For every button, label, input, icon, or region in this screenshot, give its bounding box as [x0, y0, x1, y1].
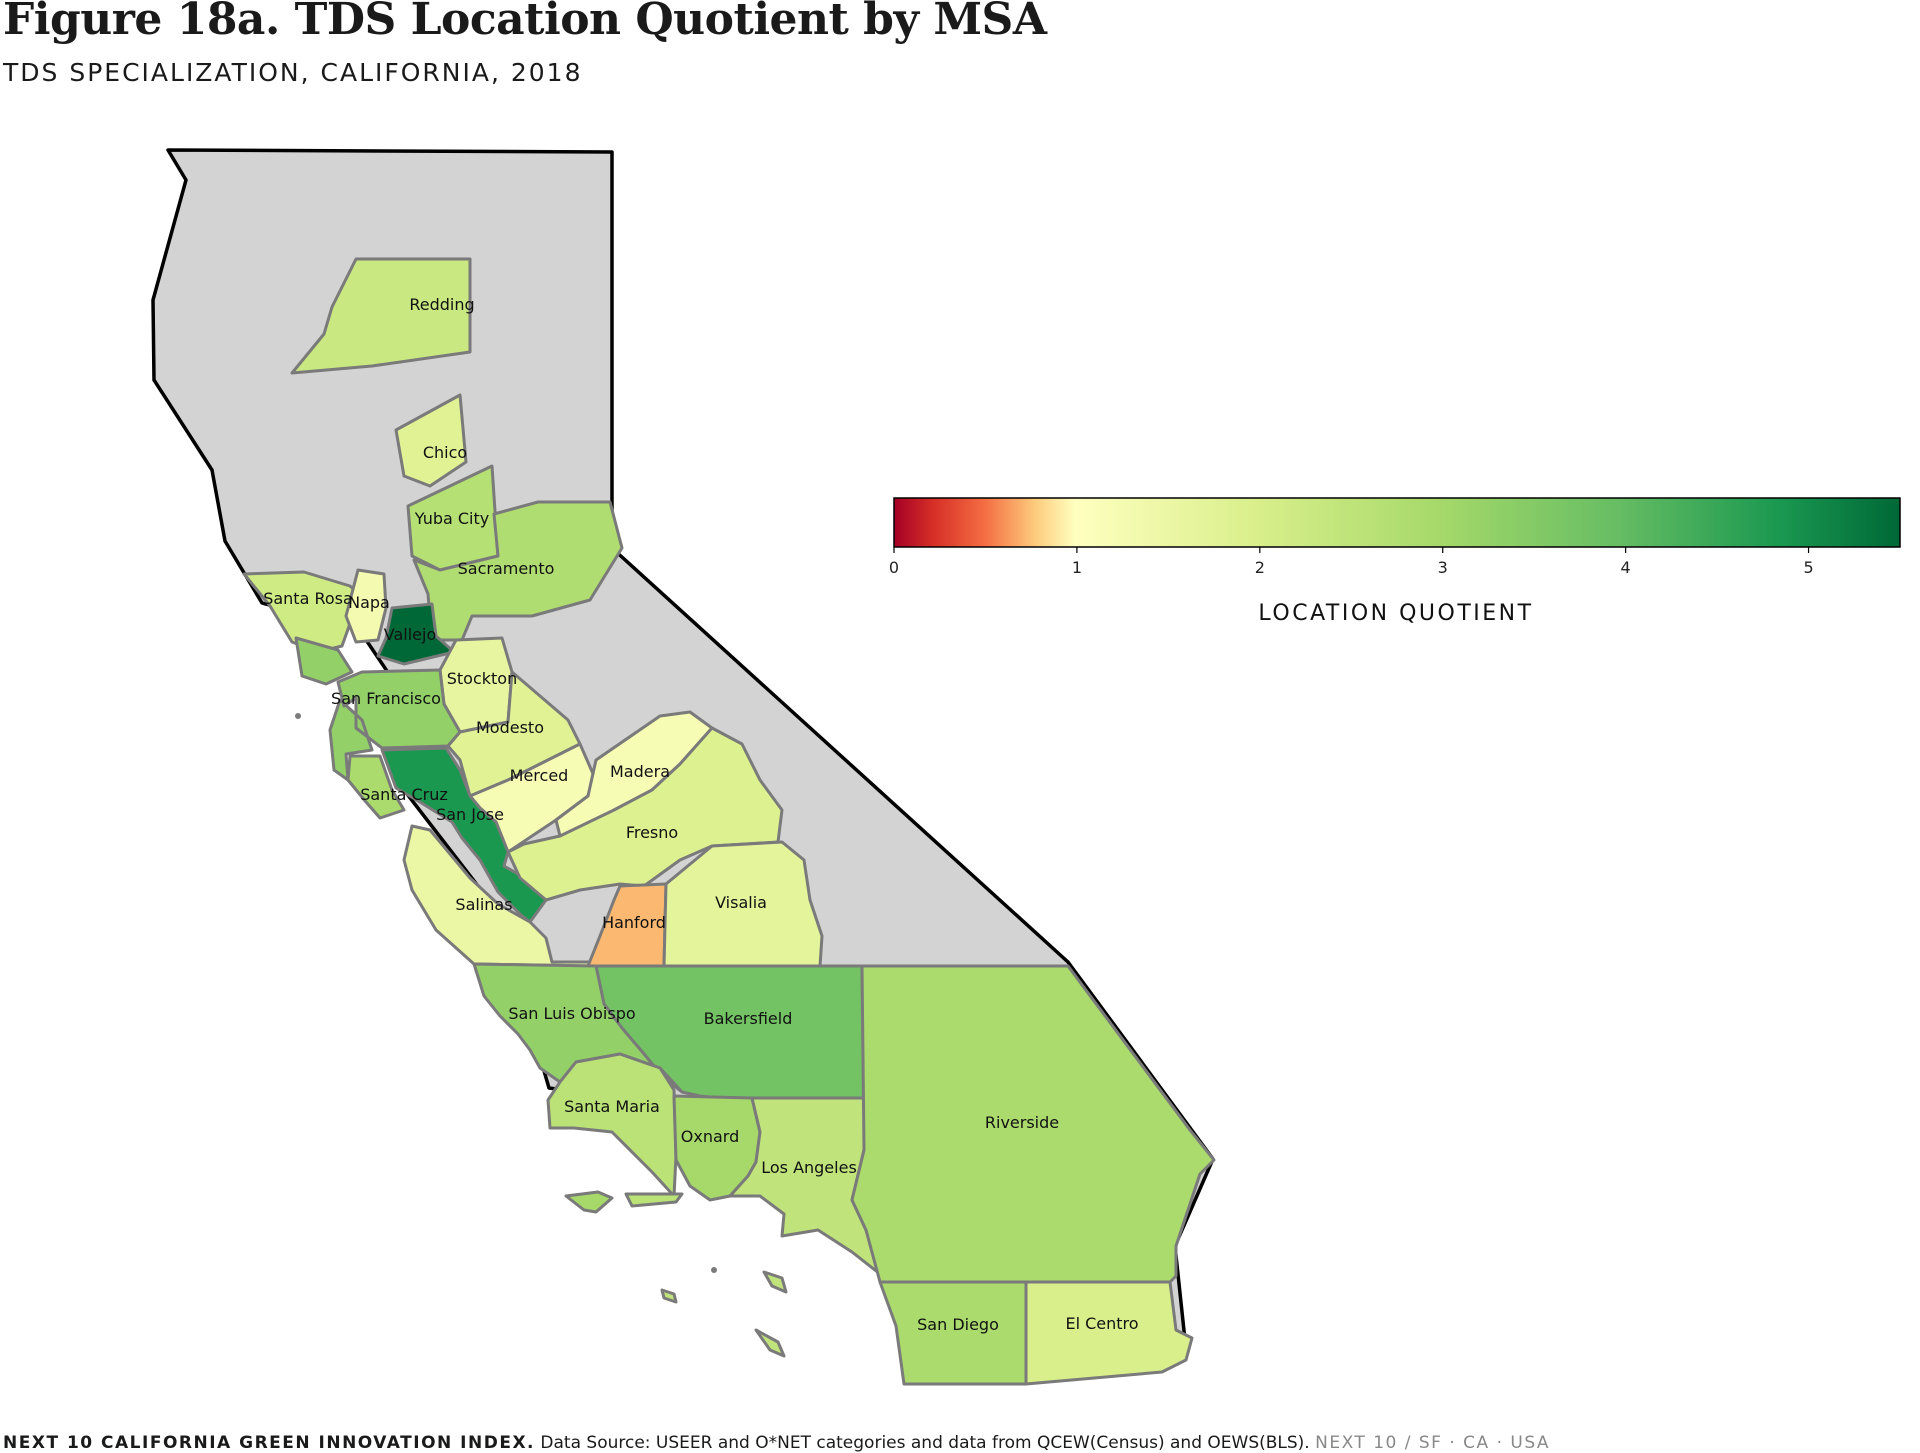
- farallon-island: [295, 713, 301, 719]
- region-chico: [394, 393, 468, 488]
- page-footer: NEXT 10 CALIFORNIA GREEN INNOVATION INDE…: [3, 1433, 1551, 1453]
- region-label-hanford: Hanford: [602, 913, 666, 932]
- page-subtitle: TDS SPECIALIZATION, CALIFORNIA, 2018: [3, 58, 583, 87]
- region-riverside: [850, 964, 1216, 1284]
- region-channel-islands-anacapa: [624, 1192, 684, 1208]
- region-label-sacramento: Sacramento: [458, 559, 555, 578]
- region-santa-cruz: [346, 754, 406, 820]
- region-label-napa: Napa: [348, 593, 390, 612]
- region-label-santa-rosa: Santa Rosa: [263, 589, 353, 608]
- footer-brand: NEXT 10 CALIFORNIA GREEN INNOVATION INDE…: [3, 1433, 536, 1453]
- region-label-san-diego: San Diego: [917, 1315, 999, 1334]
- region-label-bakersfield: Bakersfield: [704, 1009, 793, 1028]
- region-label-visalia: Visalia: [715, 893, 767, 912]
- region-san-clemente-island: [754, 1328, 786, 1358]
- region-santa-maria: [546, 1052, 678, 1198]
- region-label-san-francisco: San Francisco: [331, 689, 441, 708]
- region-napa: [344, 568, 388, 644]
- region-label-riverside: Riverside: [985, 1113, 1059, 1132]
- region-salinas: [402, 824, 592, 968]
- region-label-redding: Redding: [409, 295, 474, 314]
- region-vallejo: [376, 602, 456, 666]
- region-channel-islands-north: [564, 1190, 614, 1214]
- region-label-madera: Madera: [610, 762, 670, 781]
- legend-tick-label: 0: [889, 558, 899, 577]
- footer-source: Data Source: USEER and O*NET categories …: [540, 1433, 1310, 1453]
- footer-org: NEXT 10 / SF · CA · USA: [1315, 1433, 1551, 1453]
- region-santa-rosa: [242, 570, 370, 654]
- region-san-francisco: [294, 636, 462, 782]
- color-legend: 0 1 2 3 4 5 LOCATION QUOTIENT: [889, 497, 1901, 626]
- region-el-centro: [1024, 1280, 1194, 1386]
- region-label-yuba-city: Yuba City: [414, 509, 489, 528]
- region-label-santa-maria: Santa Maria: [564, 1097, 660, 1116]
- page-title: Figure 18a. TDS Location Quotient by MSA: [3, 0, 1047, 45]
- legend-title: LOCATION QUOTIENT: [1258, 601, 1533, 626]
- legend-tick-label: 4: [1621, 558, 1631, 577]
- region-redding: [290, 257, 472, 375]
- legend-tick-label: 5: [1803, 558, 1813, 577]
- region-catalina-island: [762, 1270, 788, 1294]
- region-label-san-luis-obispo: San Luis Obispo: [508, 1004, 635, 1023]
- region-label-modesto: Modesto: [476, 718, 544, 737]
- region-label-oxnard: Oxnard: [681, 1127, 739, 1146]
- legend-tick-label: 3: [1438, 558, 1448, 577]
- region-label-los-angeles: Los Angeles: [761, 1158, 857, 1177]
- region-label-el-centro: El Centro: [1065, 1314, 1138, 1333]
- region-label-fresno: Fresno: [626, 823, 678, 842]
- legend-tick-label: 2: [1255, 558, 1265, 577]
- region-santa-barbara-island: [660, 1288, 678, 1304]
- region-label-san-jose: San Jose: [436, 805, 504, 824]
- region-label-merced: Merced: [510, 766, 569, 785]
- region-label-stockton: Stockton: [447, 669, 517, 688]
- legend-tick-label: 1: [1072, 558, 1082, 577]
- legend-colorbar: [893, 497, 1901, 548]
- san-nicolas-island: [711, 1267, 717, 1273]
- region-label-chico: Chico: [423, 443, 467, 462]
- region-san-diego: [878, 1280, 1028, 1386]
- region-sacramento: [412, 500, 624, 642]
- region-label-vallejo: Vallejo: [384, 625, 436, 644]
- region-label-santa-cruz: Santa Cruz: [360, 785, 448, 804]
- region-label-salinas: Salinas: [455, 895, 512, 914]
